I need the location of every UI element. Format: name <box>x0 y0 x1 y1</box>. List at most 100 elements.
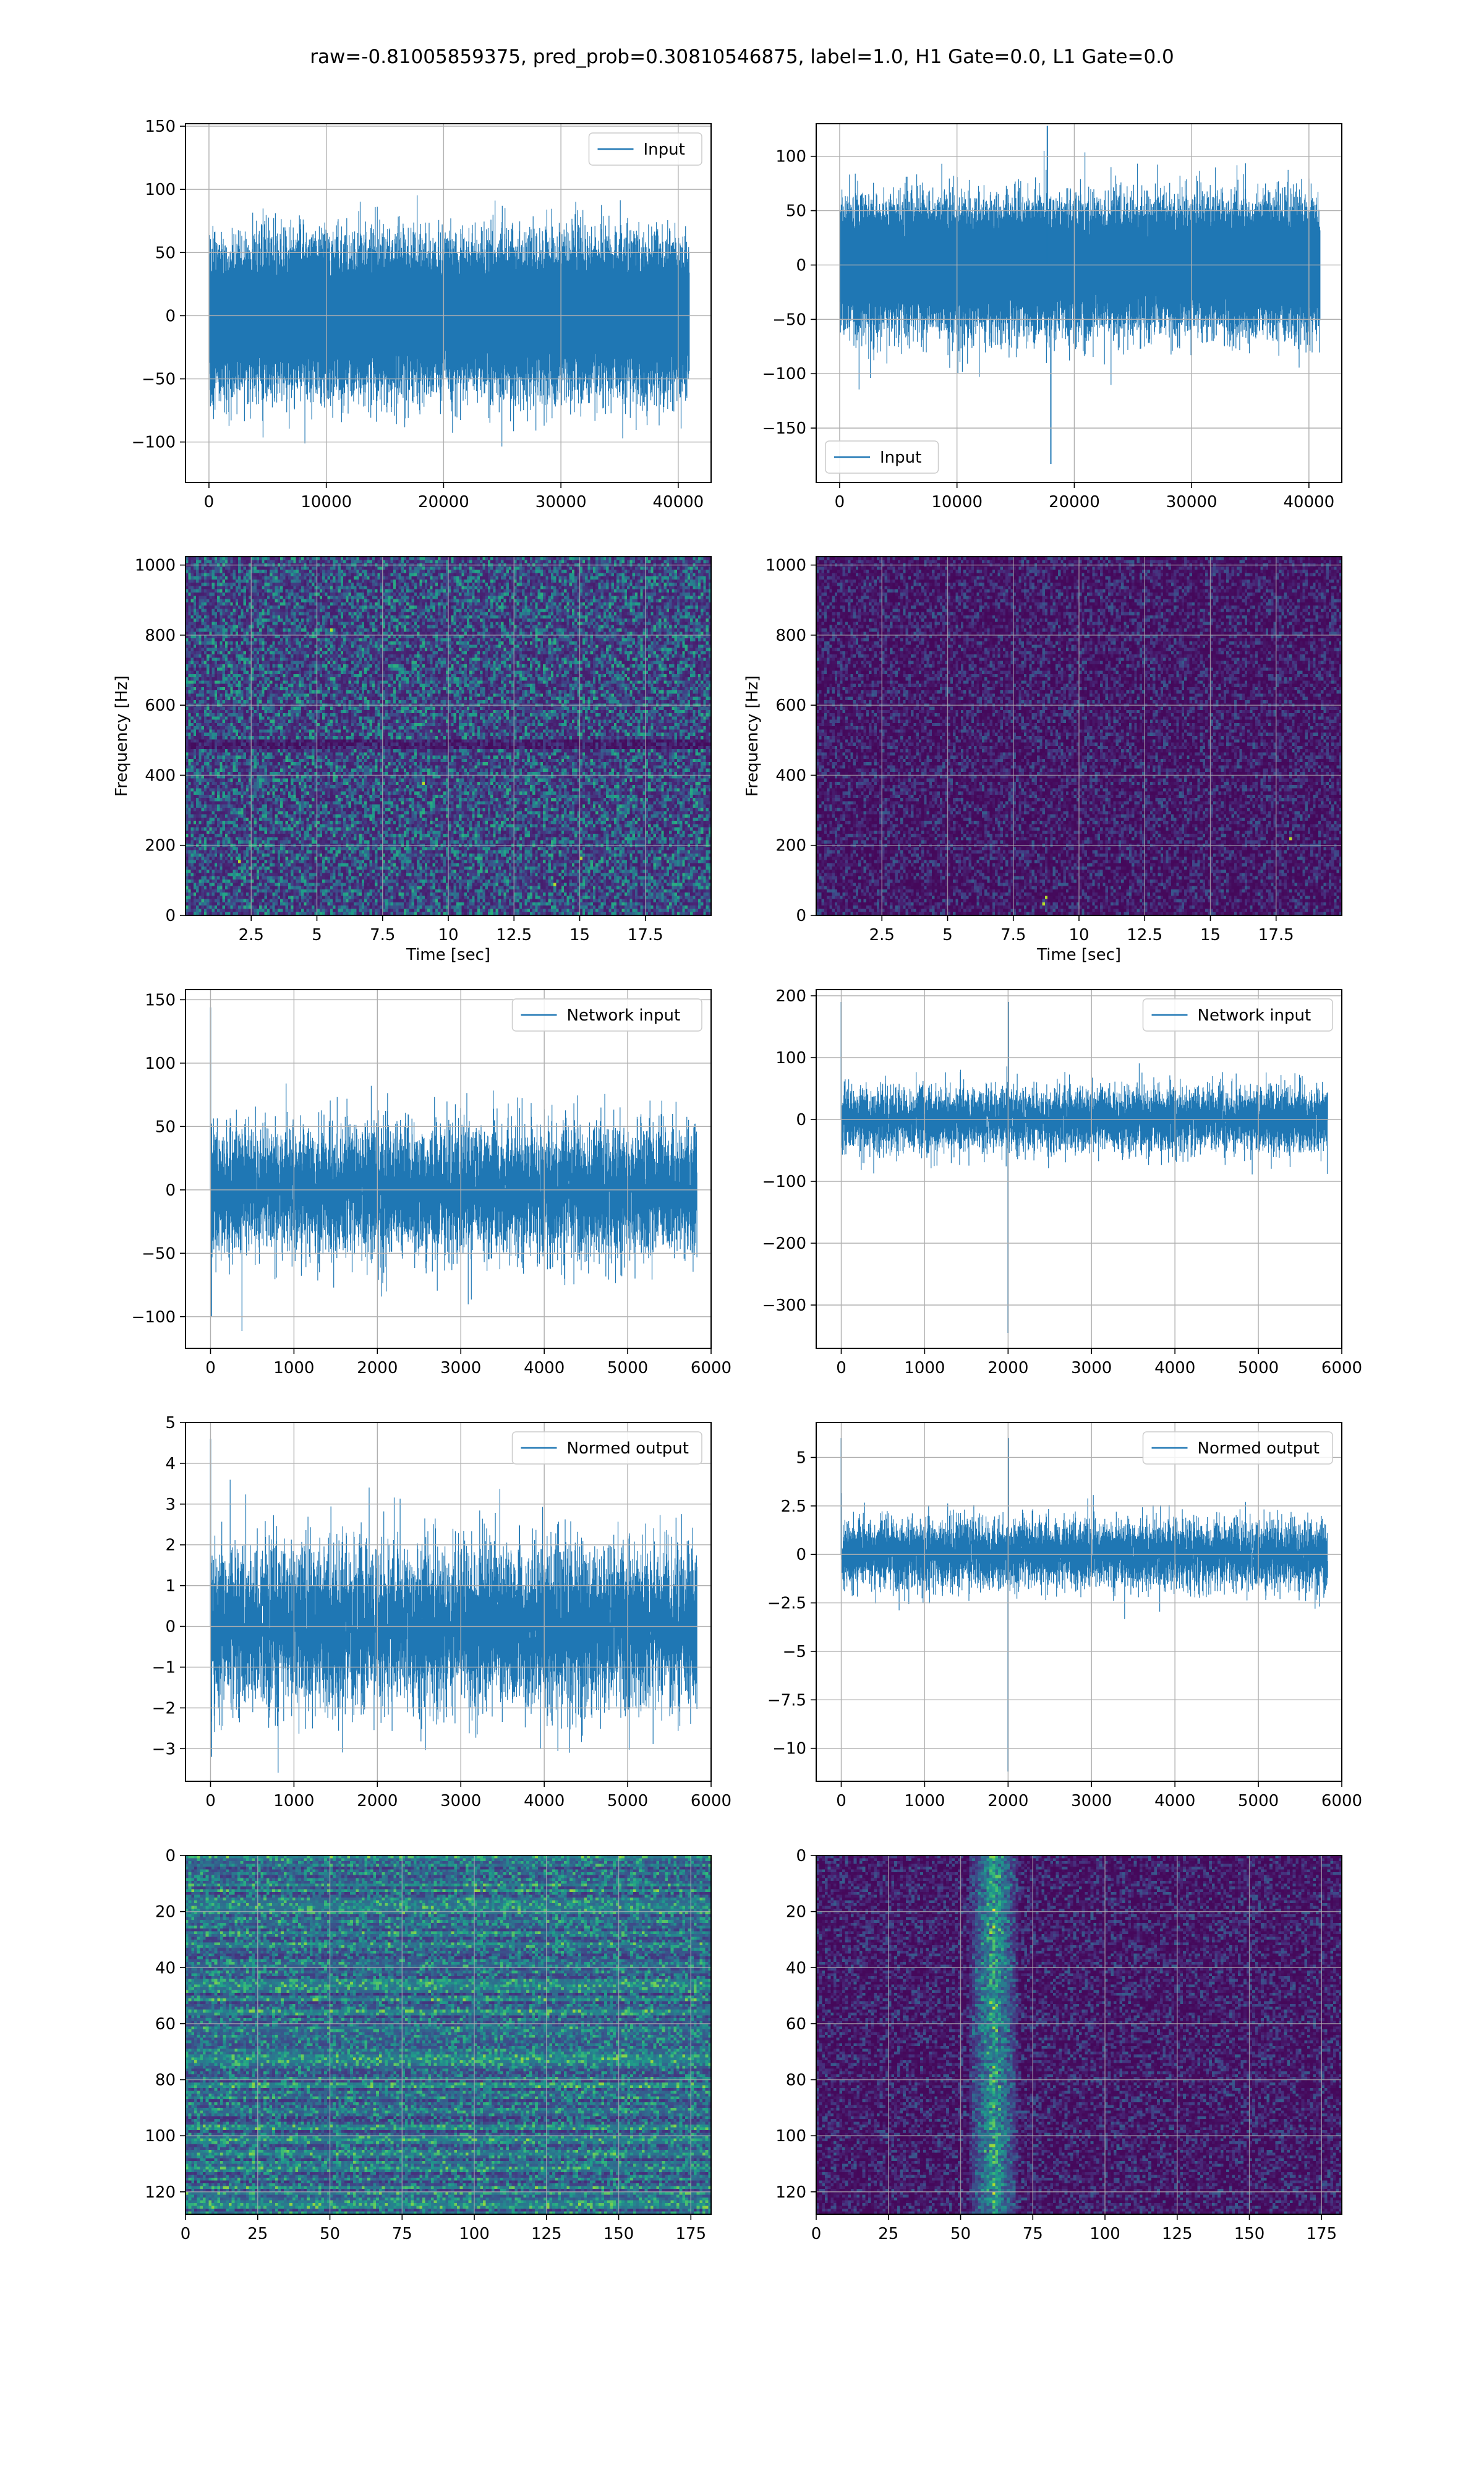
series-line <box>208 195 690 447</box>
y-tick-label: 150 <box>145 118 176 136</box>
y-tick-label: −300 <box>762 1296 806 1315</box>
y-tick-label: 600 <box>775 696 806 715</box>
y-tick-label: 200 <box>775 837 806 855</box>
axes-frame <box>185 1855 712 2215</box>
axes-frame <box>816 989 1342 1349</box>
x-tick-label: 0 <box>204 493 215 511</box>
y-tick-label: 120 <box>145 2183 176 2202</box>
axes-frame <box>816 1422 1342 1782</box>
y-tick-label: 600 <box>145 696 176 715</box>
y-tick-label: 60 <box>786 2015 806 2034</box>
y-tick-label: −100 <box>762 365 806 383</box>
x-tick-label: 2.5 <box>869 926 895 944</box>
x-tick-label: 175 <box>675 2225 706 2243</box>
y-tick-label: 0 <box>165 1847 176 1865</box>
y-tick-label: 1000 <box>765 557 806 575</box>
x-tick-label: 3000 <box>1071 1792 1112 1810</box>
y-tick-label: −200 <box>762 1235 806 1253</box>
series-line <box>210 1083 697 1331</box>
x-tick-label: 175 <box>1306 2225 1337 2243</box>
y-tick-label: 40 <box>786 1959 806 1977</box>
y-tick-label: −1 <box>152 1658 176 1677</box>
subplot-r4c0: 0 25 50 75 100 125 150 175 0 20 40 60 80 100 120 <box>145 1847 712 2243</box>
y-tick-label: 2.5 <box>781 1497 806 1516</box>
y-tick-label: −150 <box>762 419 806 438</box>
y-tick-label: −100 <box>132 434 176 452</box>
x-axis-label: Time [sec] <box>406 946 490 964</box>
axes-frame <box>185 123 712 483</box>
x-tick-label: 4000 <box>524 1359 565 1377</box>
x-axis-label: Time [sec] <box>1036 946 1121 964</box>
subplot-r3c0: 0 1000 2000 3000 4000 5000 6000 −3 −2 −1 0 1 2 3 4 5 Nor… <box>152 1414 731 1810</box>
x-tick-label: 25 <box>247 2225 268 2243</box>
y-tick-label: 1 <box>165 1577 176 1596</box>
y-tick-label: 1000 <box>135 557 176 575</box>
x-tick-label: 2000 <box>357 1359 398 1377</box>
series-line <box>839 151 1321 390</box>
y-tick-label: 0 <box>165 1181 176 1200</box>
x-tick-label: 7.5 <box>1000 926 1026 944</box>
x-tick-label: 40000 <box>1284 493 1335 511</box>
x-tick-label: 6000 <box>1321 1359 1362 1377</box>
legend-label: Normed output <box>1198 1439 1320 1458</box>
x-tick-label: 15 <box>1200 926 1221 944</box>
heatmap-image <box>816 1856 1342 2214</box>
y-tick-label: 150 <box>145 991 176 1009</box>
y-tick-label: 100 <box>775 148 806 166</box>
x-tick-label: 4000 <box>1154 1359 1195 1377</box>
legend-box <box>511 1431 702 1465</box>
subplot-r1c0: 2.5 5 7.5 10 12.5 15 17.5 0 200 400 600 800 1000 Time… <box>113 556 712 964</box>
x-tick-label: 6000 <box>1321 1792 1362 1810</box>
legend: Input <box>588 132 702 166</box>
y-tick-label: 20 <box>155 1903 176 1922</box>
x-tick-label: 10 <box>1068 926 1089 944</box>
y-tick-label: 4 <box>165 1455 176 1473</box>
subplot-r0c1: 0 10000 20000 30000 40000 −150 −100 −50 0 50 100 In… <box>762 123 1342 511</box>
x-tick-label: 2000 <box>357 1792 398 1810</box>
x-tick-label: 1000 <box>904 1792 945 1810</box>
x-tick-label: 125 <box>531 2225 562 2243</box>
x-tick-label: 5000 <box>607 1792 648 1810</box>
plot-area <box>208 195 690 447</box>
x-tick-label: 150 <box>1234 2225 1265 2243</box>
legend-label: Normed output <box>567 1439 689 1458</box>
x-tick-label: 5000 <box>1238 1792 1279 1810</box>
x-tick-label: 40000 <box>653 493 704 511</box>
y-tick-label: 400 <box>775 766 806 785</box>
y-tick-label: 200 <box>145 837 176 855</box>
axes-frame <box>185 989 712 1349</box>
subplot-r1c1: 2.5 5 7.5 10 12.5 15 17.5 0 200 400 600 800 1000 Time… <box>743 556 1342 964</box>
x-tick-label: 17.5 <box>628 926 663 944</box>
legend-box <box>1142 998 1333 1032</box>
legend-label: Input <box>880 448 921 467</box>
y-tick-label: 0 <box>165 907 176 925</box>
legend-label: Network input <box>567 1006 681 1025</box>
x-tick-label: 0 <box>836 1359 846 1377</box>
plot-area <box>210 1007 697 1331</box>
subplot-grid: 0 10000 20000 30000 40000−100−50050100150Inp… <box>113 118 1362 2243</box>
legend-label: Input <box>644 140 685 159</box>
plot-area <box>186 1856 711 2214</box>
x-tick-label: 15 <box>569 926 590 944</box>
x-tick-label: 17.5 <box>1258 926 1294 944</box>
x-tick-label: 12.5 <box>1127 926 1162 944</box>
x-tick-label: 0 <box>811 2225 822 2243</box>
y-tick-label: −5 <box>783 1643 806 1661</box>
x-tick-label: 3000 <box>440 1359 481 1377</box>
x-tick-label: 50 <box>950 2225 971 2243</box>
x-tick-label: 10000 <box>301 493 352 511</box>
legend: Network input <box>1142 998 1333 1032</box>
y-tick-label: 100 <box>775 2127 806 2146</box>
y-tick-label: 3 <box>165 1496 176 1514</box>
plot-area <box>210 1439 697 1773</box>
y-tick-label: 80 <box>155 2071 176 2090</box>
x-tick-label: 30000 <box>535 493 587 511</box>
y-tick-label: 0 <box>796 1111 806 1129</box>
x-tick-label: 20000 <box>1049 493 1100 511</box>
y-tick-label: −100 <box>762 1173 806 1191</box>
y-tick-label: 0 <box>796 256 806 275</box>
y-tick-label: −50 <box>142 370 176 389</box>
x-tick-label: 0 <box>181 2225 191 2243</box>
y-tick-label: 400 <box>145 766 176 785</box>
